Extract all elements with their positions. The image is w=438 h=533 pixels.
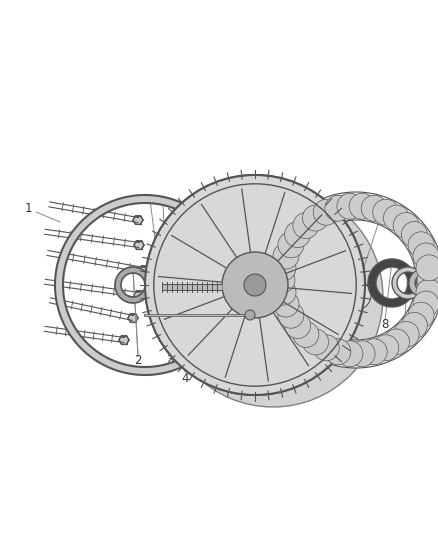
Polygon shape	[55, 195, 235, 375]
Circle shape	[285, 312, 311, 338]
Circle shape	[273, 243, 299, 269]
Circle shape	[361, 339, 387, 365]
Text: 9: 9	[401, 316, 409, 328]
Circle shape	[416, 255, 438, 281]
Circle shape	[384, 329, 410, 355]
Circle shape	[413, 243, 438, 269]
Text: 8: 8	[381, 319, 389, 332]
Text: 5: 5	[228, 372, 236, 384]
Circle shape	[145, 175, 365, 395]
Text: 3: 3	[166, 353, 174, 367]
Circle shape	[413, 291, 438, 317]
Circle shape	[270, 279, 296, 305]
Circle shape	[269, 267, 295, 293]
Circle shape	[163, 187, 383, 407]
Text: 1: 1	[24, 201, 32, 214]
Circle shape	[293, 213, 319, 239]
Circle shape	[278, 302, 304, 328]
Polygon shape	[134, 241, 144, 249]
Circle shape	[273, 291, 299, 317]
Circle shape	[303, 205, 328, 231]
Circle shape	[349, 193, 375, 219]
Polygon shape	[119, 336, 129, 344]
Polygon shape	[281, 263, 325, 307]
Circle shape	[325, 195, 351, 221]
Circle shape	[244, 274, 266, 296]
Circle shape	[313, 335, 339, 361]
Polygon shape	[268, 192, 438, 368]
Text: 7: 7	[341, 324, 349, 336]
Text: 10: 10	[414, 313, 429, 327]
Circle shape	[341, 280, 371, 310]
Circle shape	[373, 199, 399, 225]
Circle shape	[393, 213, 419, 239]
Polygon shape	[139, 265, 149, 274]
Circle shape	[401, 222, 427, 247]
Polygon shape	[128, 313, 138, 322]
Circle shape	[408, 232, 434, 258]
Polygon shape	[133, 216, 143, 224]
Circle shape	[417, 267, 438, 293]
Circle shape	[416, 279, 438, 305]
Circle shape	[337, 341, 363, 367]
Circle shape	[303, 329, 328, 355]
Circle shape	[401, 312, 427, 338]
Circle shape	[349, 341, 375, 367]
Circle shape	[278, 232, 304, 258]
Polygon shape	[115, 267, 151, 303]
Circle shape	[313, 199, 339, 225]
Polygon shape	[134, 290, 144, 300]
Circle shape	[325, 339, 351, 365]
Circle shape	[222, 252, 288, 318]
Polygon shape	[409, 269, 437, 297]
Circle shape	[373, 335, 399, 361]
Circle shape	[361, 195, 387, 221]
Text: 4: 4	[181, 372, 189, 384]
Circle shape	[245, 310, 255, 320]
Circle shape	[145, 175, 365, 395]
Circle shape	[285, 222, 311, 247]
Polygon shape	[392, 267, 424, 299]
Circle shape	[408, 302, 434, 328]
Circle shape	[270, 255, 296, 281]
Circle shape	[393, 321, 419, 348]
Polygon shape	[368, 259, 416, 307]
Text: 2: 2	[134, 353, 142, 367]
Circle shape	[293, 321, 319, 348]
Circle shape	[337, 193, 363, 219]
Circle shape	[384, 205, 410, 231]
Text: 6: 6	[296, 349, 304, 361]
